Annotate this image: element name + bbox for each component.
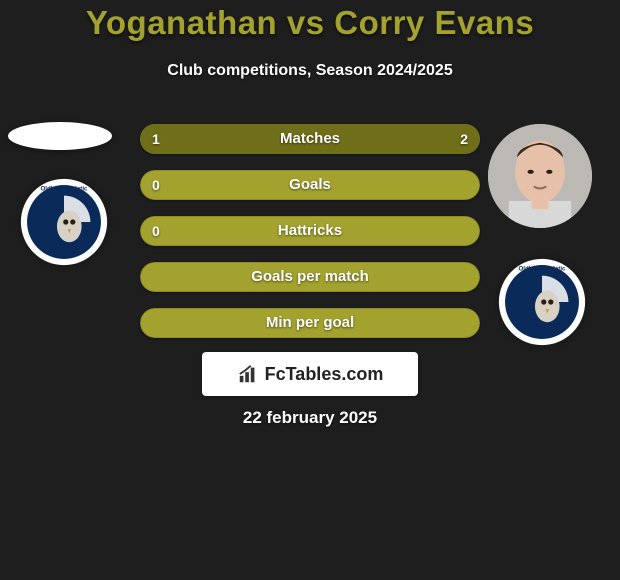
stat-row-goals-per-match: Goals per match <box>140 262 480 292</box>
club-badge-left-svg: Oldham Athletic <box>20 178 108 266</box>
stat-row-hattricks: Hattricks0 <box>140 216 480 246</box>
player-right-photo-svg <box>488 124 592 228</box>
club-badge-left: Oldham Athletic <box>20 178 108 266</box>
stat-row-matches: Matches12 <box>140 124 480 154</box>
comparison-bars: Matches12 Goals0 Hattricks0 Goals per match… <box>140 124 480 354</box>
player-left-photo <box>8 122 112 150</box>
stat-track <box>140 170 480 200</box>
stat-row-goals: Goals0 <box>140 170 480 200</box>
stat-fill-right <box>253 124 480 154</box>
stat-track <box>140 308 480 338</box>
svg-text:Oldham Athletic: Oldham Athletic <box>41 185 89 192</box>
stat-row-min-per-goal: Min per goal <box>140 308 480 338</box>
page-title: Yoganathan vs Corry Evans <box>0 4 620 42</box>
branding-box: FcTables.com <box>202 352 418 396</box>
stat-track <box>140 216 480 246</box>
date-line: 22 february 2025 <box>0 408 620 428</box>
branding-text: FcTables.com <box>265 364 384 385</box>
stat-fill-left <box>140 124 253 154</box>
stat-track <box>140 262 480 292</box>
club-badge-right: Oldham Athletic <box>498 258 586 346</box>
svg-text:Oldham Athletic: Oldham Athletic <box>519 265 567 272</box>
club-badge-right-svg: Oldham Athletic <box>498 258 586 346</box>
subtitle: Club competitions, Season 2024/2025 <box>0 62 620 80</box>
player-right-photo <box>488 124 592 228</box>
chart-icon <box>237 363 259 385</box>
